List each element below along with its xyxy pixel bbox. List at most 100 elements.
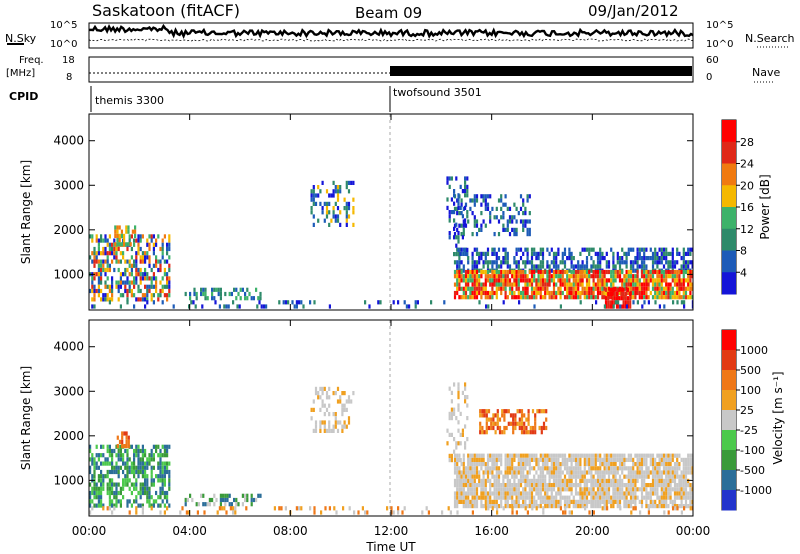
power-cell <box>519 295 523 300</box>
velocity-cell <box>647 504 650 509</box>
velocity-cell <box>130 482 133 487</box>
velocity-cell <box>91 499 94 504</box>
power-cell <box>484 194 487 199</box>
power-cell <box>491 274 494 279</box>
power-cell <box>462 247 465 252</box>
power-cell <box>462 268 465 273</box>
power-cell <box>651 282 655 287</box>
velocity-cell <box>95 486 98 491</box>
velocity-cell <box>511 453 514 458</box>
velocity-cell <box>689 470 692 475</box>
power-cell <box>345 210 348 215</box>
power-cell <box>475 223 479 228</box>
power-cell <box>339 210 342 215</box>
power-cell <box>448 231 451 236</box>
power-cell <box>629 278 633 283</box>
power-cell <box>689 295 692 300</box>
power-cell <box>168 280 171 285</box>
velocity-cell <box>319 428 322 433</box>
velocity-cell <box>137 448 140 454</box>
velocity-cell <box>614 499 617 504</box>
power-cell <box>522 274 525 279</box>
colorbar-segment <box>722 450 736 471</box>
velocity-cell <box>111 478 114 483</box>
power-cell <box>625 286 628 291</box>
velocity-cell <box>453 499 457 504</box>
velocity-cell <box>100 495 103 500</box>
velocity-cell <box>592 457 595 462</box>
power-cell <box>495 206 498 211</box>
power-cell <box>634 268 637 273</box>
velocity-cell <box>495 487 498 492</box>
power-cell <box>459 184 462 189</box>
velocity-cell <box>223 506 226 511</box>
power-cell <box>150 267 153 273</box>
velocity-cell <box>321 420 324 425</box>
power-cell <box>161 276 164 281</box>
velocity-cell <box>684 495 688 500</box>
velocity-cell <box>102 461 105 466</box>
velocity-cell <box>671 504 674 509</box>
velocity-cell <box>504 491 507 496</box>
power-cell <box>137 242 140 247</box>
power-cell <box>475 286 479 291</box>
velocity-cell <box>691 474 693 479</box>
velocity-cell <box>651 483 655 488</box>
power-cell <box>682 251 685 256</box>
power-cell <box>256 304 259 309</box>
velocity-cell <box>627 470 630 475</box>
velocity-cell <box>111 499 114 504</box>
velocity-cell <box>612 453 615 458</box>
velocity-cell <box>550 504 553 509</box>
velocity-cell <box>108 503 111 508</box>
power-cell <box>106 284 109 289</box>
velocity-cell <box>511 487 514 492</box>
power-cell <box>504 295 507 300</box>
velocity-cell <box>691 504 693 509</box>
velocity-cell <box>495 491 498 496</box>
power-cell <box>456 286 459 291</box>
velocity-cell <box>590 483 593 488</box>
velocity-cell <box>561 470 564 475</box>
power-cell <box>457 252 460 257</box>
velocity-cell <box>392 510 395 515</box>
velocity-cell <box>324 506 327 511</box>
velocity-cell <box>546 487 549 492</box>
power-cell <box>486 278 490 283</box>
power-cell <box>188 304 191 309</box>
velocity-cell <box>660 462 663 467</box>
velocity-cell <box>141 506 144 511</box>
power-cell <box>603 256 606 261</box>
power-cell <box>486 269 490 275</box>
power-cell <box>528 227 531 232</box>
velocity-cell <box>607 470 611 475</box>
power-cell <box>319 201 322 206</box>
velocity-cell <box>596 470 600 475</box>
power-cell <box>137 284 140 289</box>
power-cell <box>583 247 586 252</box>
power-cell <box>159 293 162 298</box>
power-cell <box>119 251 122 256</box>
velocity-cell <box>148 495 151 500</box>
velocity-cell <box>596 466 600 471</box>
power-cell <box>627 278 630 283</box>
velocity-cell <box>537 466 540 471</box>
velocity-cell <box>594 499 597 504</box>
power-cell <box>588 290 591 296</box>
power-cell <box>544 269 547 275</box>
power-cell <box>613 296 616 301</box>
power-cell <box>522 295 525 300</box>
power-cell <box>453 252 456 257</box>
power-cell <box>135 280 138 285</box>
velocity-cell <box>588 470 591 475</box>
power-cell <box>128 263 131 268</box>
power-cell <box>691 274 693 279</box>
velocity-cell <box>614 483 617 488</box>
power-cell <box>546 260 549 265</box>
velocity-cell <box>482 453 485 458</box>
velocity-cell <box>130 465 133 470</box>
power-cell <box>461 189 464 194</box>
velocity-cell <box>601 474 604 479</box>
power-cell <box>658 286 661 291</box>
freq-block-twofsound <box>390 66 692 76</box>
